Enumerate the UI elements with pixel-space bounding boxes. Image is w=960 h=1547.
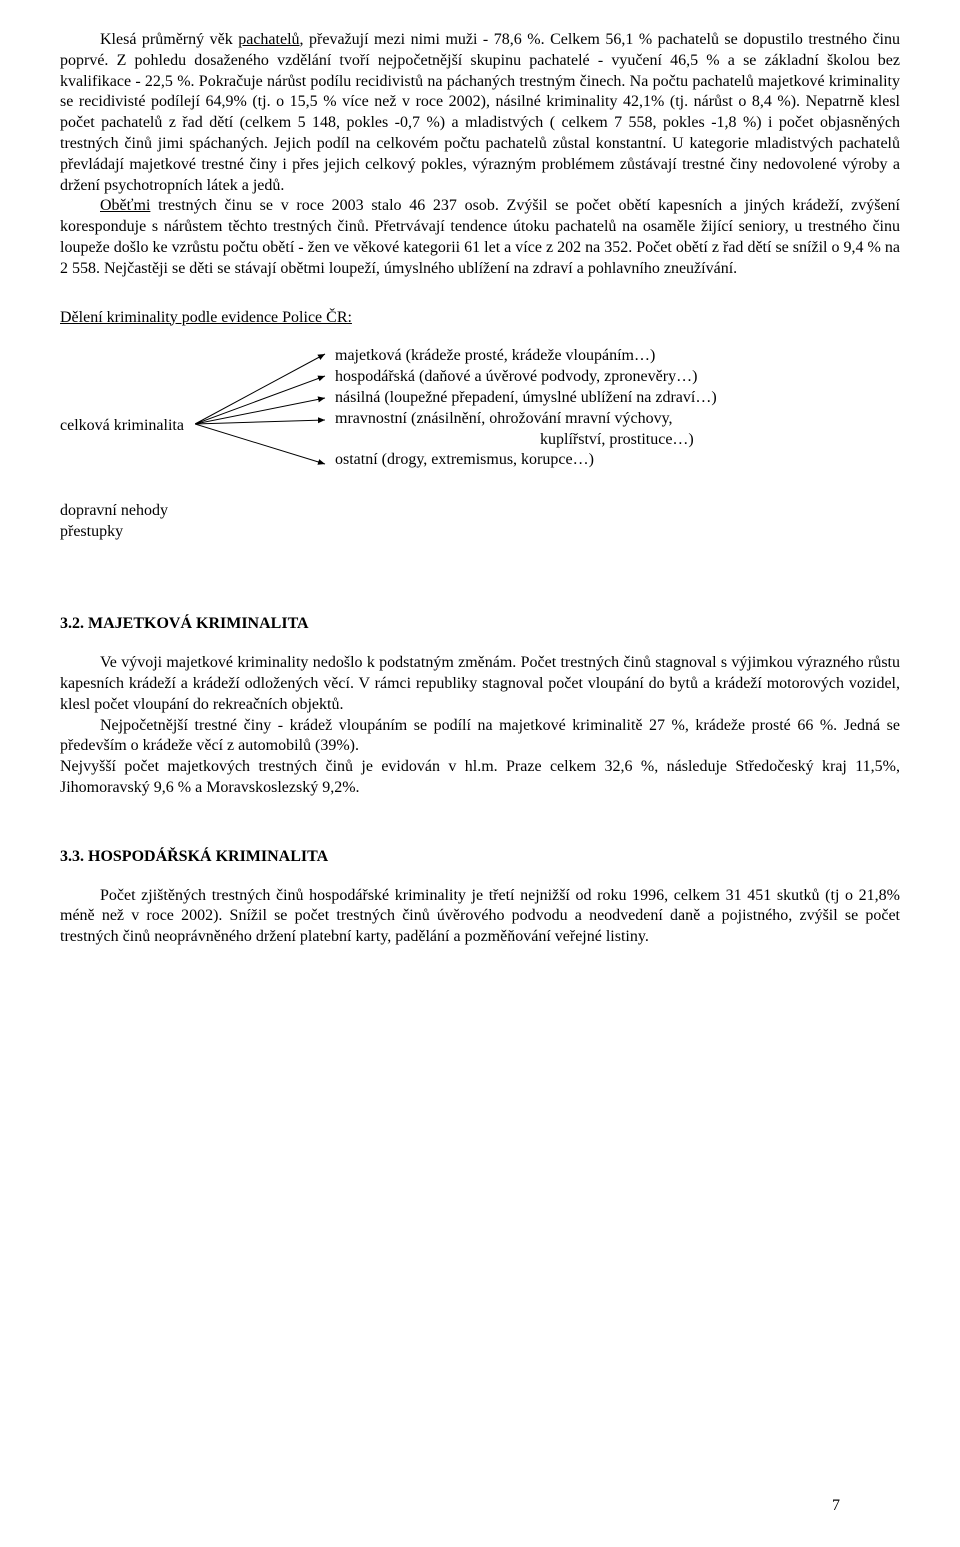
diagram-left-item: celková kriminalita: [60, 416, 184, 437]
sec33-paragraph-1: Počet zjištěných trestných činů hospodář…: [60, 886, 900, 948]
sec32-paragraph-1: Ve vývoji majetkové kriminality nedošlo …: [60, 653, 900, 715]
diagram-right-item: hospodářská (daňové a úvěrové podvody, z…: [335, 367, 717, 388]
diagram-right-item: ostatní (drogy, extremismus, korupce…): [335, 450, 717, 471]
diagram-right-item: mravnostní (znásilnění, ohrožování mravn…: [335, 409, 717, 430]
page-number: 7: [832, 1496, 840, 1517]
diagram-left-item: dopravní nehody: [60, 501, 184, 522]
heading-division: Dělení kriminality podle evidence Police…: [60, 308, 900, 329]
paragraph-perpetrators: Klesá průměrný věk pachatelů, převažují …: [60, 30, 900, 196]
diagram-arrows: [195, 344, 335, 504]
criminality-tree-diagram: celková kriminalita dopravní nehody přes…: [60, 346, 900, 566]
diagram-right-column: majetková (krádeže prosté, krádeže vloup…: [335, 346, 717, 471]
text: , převažují mezi nimi muži - 78,6 %. Cel…: [60, 31, 900, 194]
underline-perpetrators: pachatelů: [238, 31, 299, 48]
underline-victims: Oběťmi: [100, 197, 150, 214]
diagram-right-item-cont: kuplířství, prostituce…): [335, 430, 717, 451]
diagram-left-item: přestupky: [60, 522, 184, 543]
diagram-right-item: majetková (krádeže prosté, krádeže vloup…: [335, 346, 717, 367]
text: Klesá průměrný věk: [100, 31, 238, 48]
diagram-right-item: násilná (loupežné přepadení, úmyslné ubl…: [335, 388, 717, 409]
paragraph-victims: Oběťmi trestných činu se v roce 2003 sta…: [60, 196, 900, 279]
diagram-left-column: celková kriminalita dopravní nehody přes…: [60, 346, 184, 542]
text: trestných činu se v roce 2003 stalo 46 2…: [60, 197, 900, 276]
heading-sec-3-3: 3.3. HOSPODÁŘSKÁ KRIMINALITA: [60, 847, 900, 868]
sec32-paragraph-3: Nejvyšší počet majetkových trestných čin…: [60, 757, 900, 799]
sec32-paragraph-2: Nejpočetnější trestné činy - krádež vlou…: [60, 716, 900, 758]
heading-sec-3-2: 3.2. MAJETKOVÁ KRIMINALITA: [60, 614, 900, 635]
